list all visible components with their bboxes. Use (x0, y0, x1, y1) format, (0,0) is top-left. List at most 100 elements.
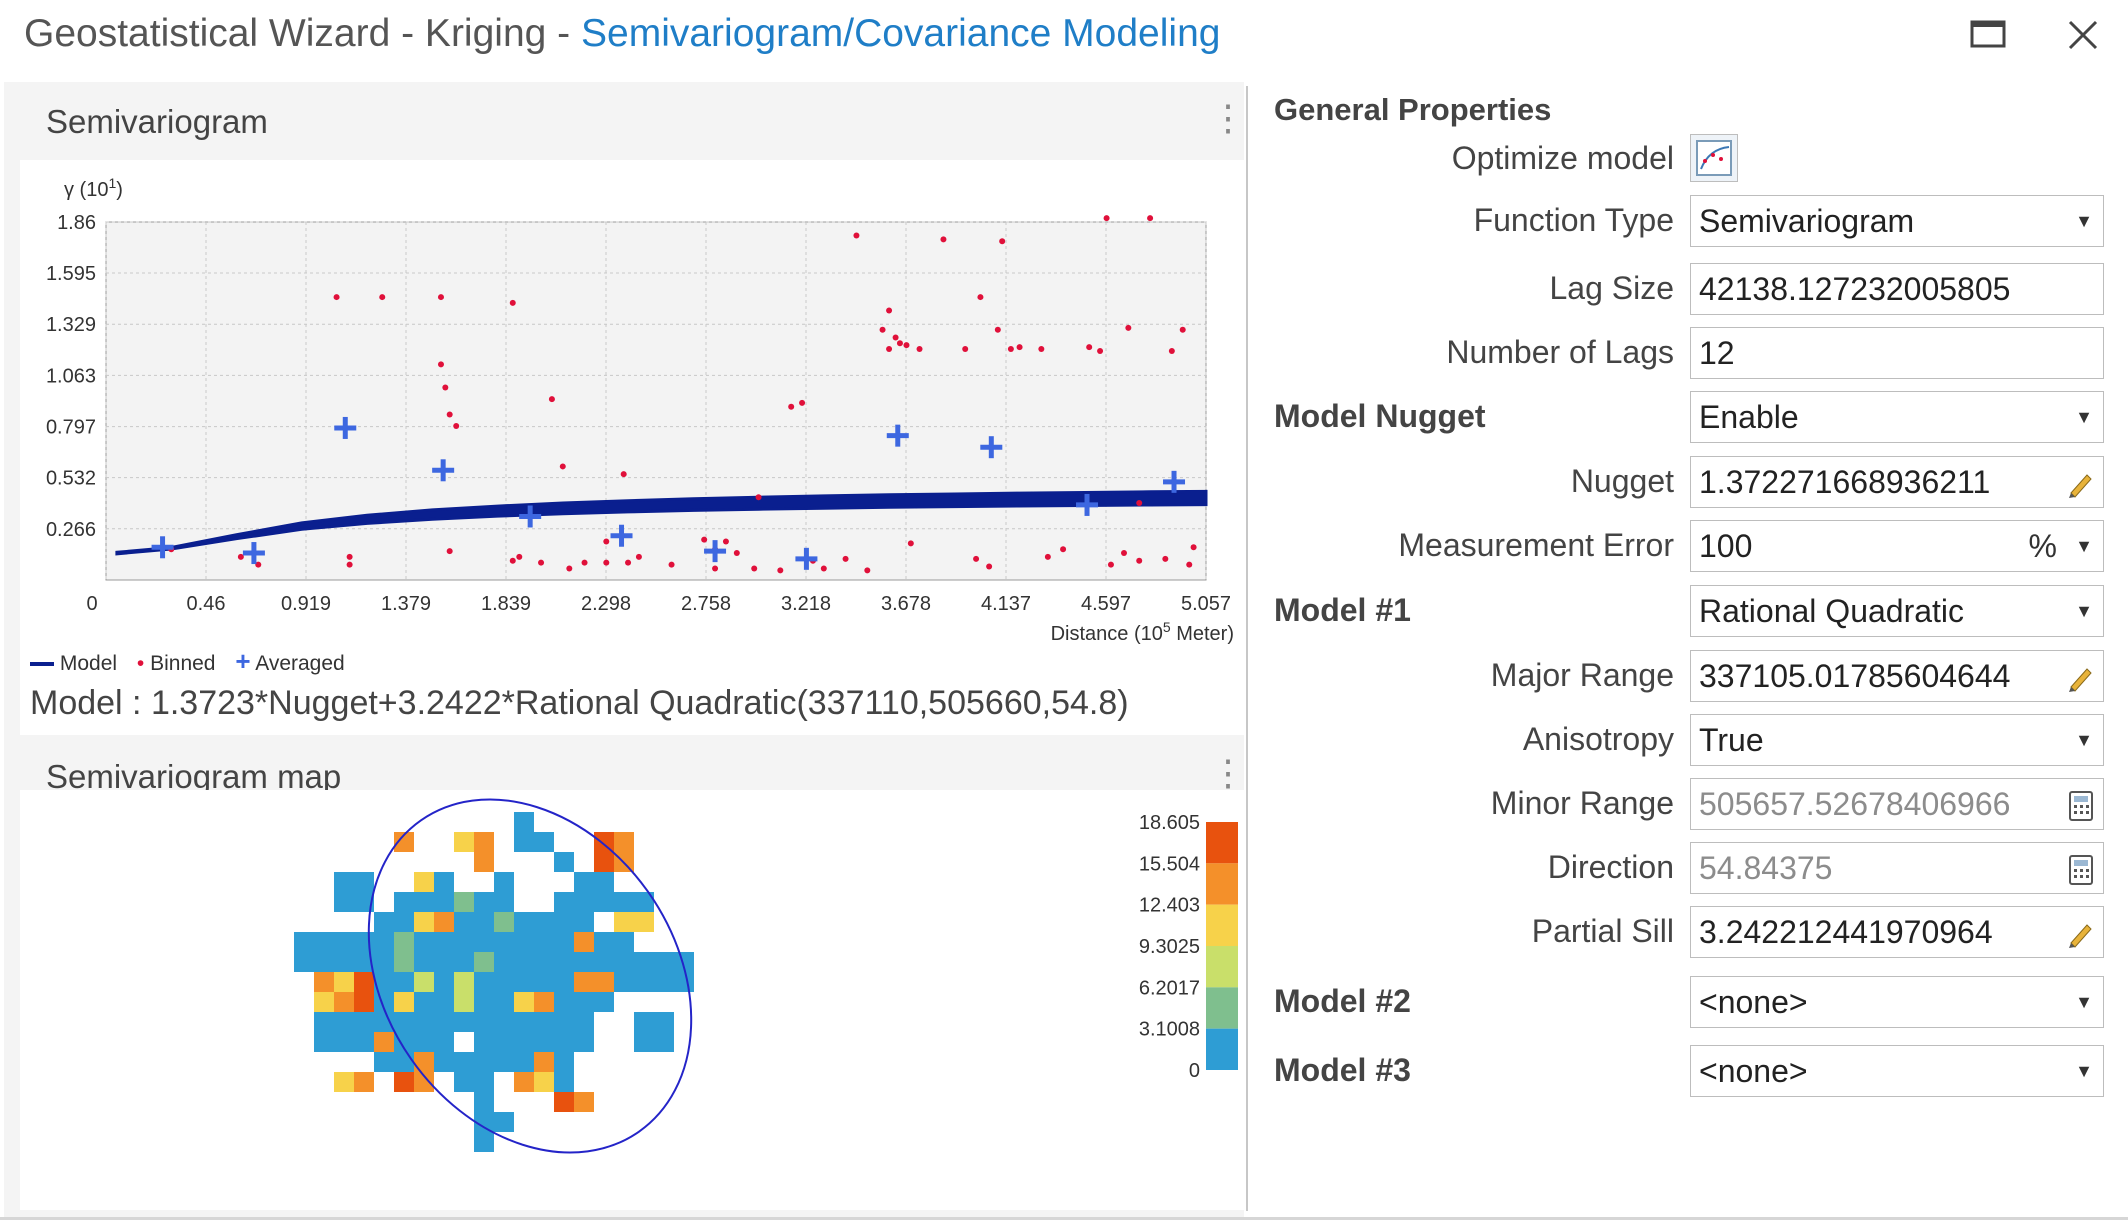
map-cell (494, 932, 514, 952)
number-of-lags-value: 12 (1699, 335, 1735, 371)
binned-point (346, 553, 353, 560)
model2-select[interactable]: <none> ▼ (1690, 976, 2104, 1028)
semivariogram-map[interactable]: 18.605 15.504 12.403 9.3025 6.2017 3.1008 0 (20, 790, 1246, 1210)
chevron-down-icon[interactable]: ▼ (2075, 536, 2093, 556)
model-nugget-select[interactable]: Enable ▼ (1690, 391, 2104, 443)
x-tick-label: 0.46 (187, 593, 226, 615)
map-cell (474, 912, 494, 932)
pencil-icon[interactable] (2065, 917, 2097, 949)
binned-point (977, 294, 984, 301)
map-cell (574, 872, 594, 892)
map-cell (674, 972, 694, 992)
nugget-input[interactable]: 1.372271668936211 (1690, 456, 2104, 508)
map-cell (614, 932, 634, 952)
map-cell (574, 1032, 594, 1052)
binned-point (1136, 500, 1143, 507)
major-range-input[interactable]: 337105.01785604644 (1690, 650, 2104, 702)
optimize-model-button[interactable] (1690, 134, 1738, 182)
binned-point (625, 559, 632, 566)
map-cell (474, 1032, 494, 1052)
minor-range-input[interactable]: 505657.52678406966 (1690, 778, 2104, 830)
semivariogram-map-menu-icon[interactable]: ⋮ (1210, 752, 1246, 793)
chevron-down-icon: ▼ (2075, 601, 2093, 621)
binned-point (1120, 550, 1127, 557)
map-cell (394, 892, 414, 912)
averaged-point (334, 416, 357, 439)
model-nugget-label: Model Nugget (1274, 398, 1486, 434)
binned-point (733, 550, 740, 557)
pane-divider[interactable] (1246, 86, 1248, 1211)
pencil-icon[interactable] (2065, 661, 2097, 693)
partial-sill-input[interactable]: 3.242212441970964 (1690, 906, 2104, 958)
map-cell (594, 932, 614, 952)
map-cell (554, 892, 574, 912)
map-cell (494, 1012, 514, 1032)
map-cell (514, 812, 534, 832)
map-cell (514, 912, 534, 932)
partial-sill-label: Partial Sill (1531, 913, 1674, 949)
map-cell (514, 932, 534, 952)
map-cell (394, 832, 414, 852)
map-cell (494, 912, 514, 932)
map-cell (354, 892, 374, 912)
map-cell (434, 932, 454, 952)
measurement-error-input[interactable]: 100% ▼ (1690, 520, 2104, 572)
map-cell (454, 972, 474, 992)
map-cell (434, 892, 454, 912)
map-cell (314, 952, 334, 972)
binned-point (620, 471, 627, 478)
chevron-down-icon: ▼ (2075, 407, 2093, 427)
binned-point (559, 463, 566, 470)
map-cell (354, 932, 374, 952)
binned-point (379, 294, 386, 301)
map-cell (534, 972, 554, 992)
map-cell (354, 1032, 374, 1052)
map-cell (534, 952, 554, 972)
map-cell (474, 992, 494, 1012)
lag-size-input[interactable]: 42138.127232005805 (1690, 263, 2104, 315)
binned-point (1162, 555, 1169, 562)
colorbar-segment (1206, 863, 1238, 905)
window-title-accent: Semivariogram/Covariance Modeling (581, 12, 1221, 55)
calculator-icon[interactable] (2065, 853, 2097, 885)
model3-select[interactable]: <none> ▼ (1690, 1045, 2104, 1097)
binned-point (986, 563, 993, 570)
binned-point (668, 561, 675, 568)
model1-select[interactable]: Rational Quadratic ▼ (1690, 585, 2104, 637)
direction-label: Direction (1547, 849, 1674, 885)
binned-point (994, 326, 1001, 333)
function-type-select[interactable]: Semivariogram ▼ (1690, 195, 2104, 247)
map-cell (294, 952, 314, 972)
direction-value: 54.84375 (1699, 850, 1833, 886)
pencil-icon[interactable] (2065, 467, 2097, 499)
map-cell (594, 832, 614, 852)
map-cell (414, 892, 434, 912)
binned-point (701, 536, 708, 543)
map-cell (614, 832, 634, 852)
map-cell (334, 892, 354, 912)
map-cell (314, 932, 334, 952)
binned-point (509, 557, 516, 564)
number-of-lags-input[interactable]: 12 (1690, 327, 2104, 379)
maximize-button[interactable] (1962, 8, 2018, 64)
map-cell (374, 912, 394, 932)
semivariogram-menu-icon[interactable]: ⋮ (1210, 97, 1246, 138)
map-cell (354, 992, 374, 1012)
direction-input[interactable]: 54.84375 (1690, 842, 2104, 894)
calculator-icon[interactable] (2065, 789, 2097, 821)
binned-point (453, 423, 460, 430)
model3-label: Model #3 (1274, 1052, 1411, 1088)
map-cell (534, 932, 554, 952)
y-tick-label: 1.329 (46, 314, 96, 336)
model1-label: Model #1 (1274, 592, 1411, 628)
map-cell (394, 972, 414, 992)
binned-point (842, 555, 849, 562)
chevron-down-icon: ▼ (2075, 730, 2093, 750)
anisotropy-select[interactable]: True ▼ (1690, 714, 2104, 766)
colorbar-tick-label: 0 (1189, 1060, 1200, 1082)
close-button[interactable] (2056, 8, 2112, 64)
semivariogram-chart[interactable]: 0 0.46 0.919 1.379 1.839 2.298 2.758 3.218 3.678… (20, 160, 1246, 680)
x-tick-label: 1.379 (381, 593, 431, 615)
nugget-label: Nugget (1570, 463, 1674, 499)
map-cell (354, 952, 374, 972)
